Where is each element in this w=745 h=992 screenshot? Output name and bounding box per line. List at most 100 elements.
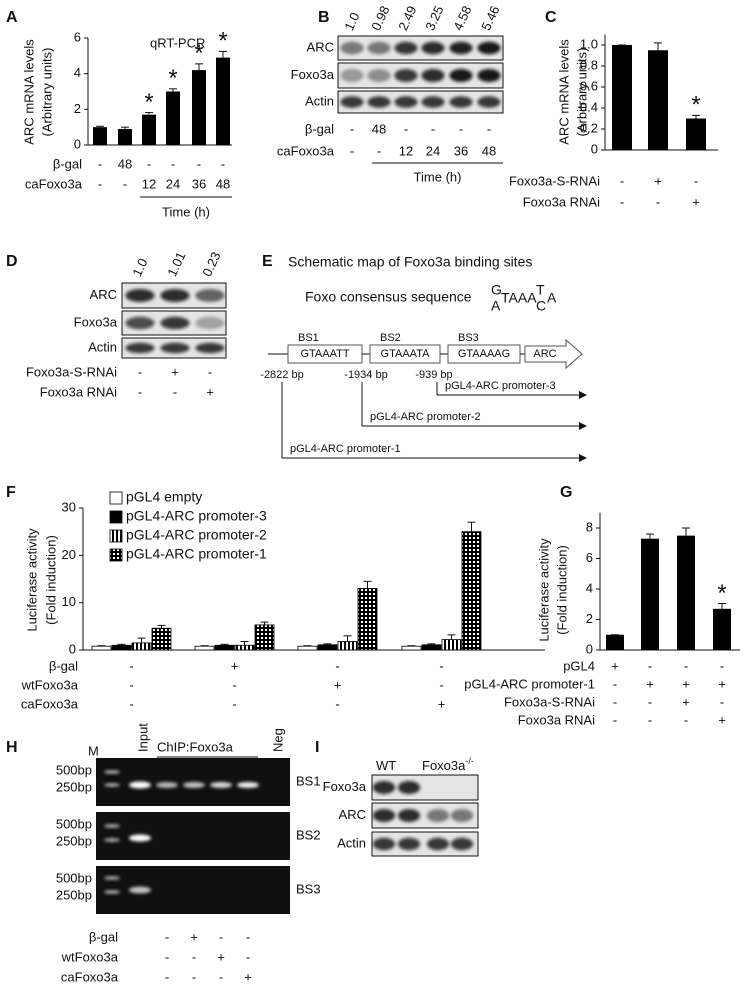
bar <box>358 588 377 650</box>
condition-value: - <box>335 696 339 711</box>
bar <box>338 641 357 650</box>
y-axis-label: Luciferase activity <box>24 528 39 632</box>
bar <box>142 115 156 145</box>
legend-swatch <box>110 511 122 523</box>
error-bar <box>96 126 104 127</box>
lane-label: 4.58 <box>450 3 474 32</box>
condition-label: wtFoxo3a <box>61 949 119 964</box>
blot-band <box>451 809 473 822</box>
schematic-title: Schematic map of Foxo3a binding sites <box>288 254 532 270</box>
gel-band <box>183 782 205 788</box>
condition-value: + <box>231 658 239 673</box>
condition-value: - <box>129 677 133 692</box>
legend-label: pGL4-ARC promoter-2 <box>126 527 267 543</box>
bar <box>442 640 461 650</box>
significance-mark: * <box>144 89 153 116</box>
condition-value: 24 <box>166 176 180 191</box>
condition-value: + <box>190 929 198 944</box>
panel-letter: H <box>6 739 18 756</box>
blot-row-label: Foxo3a <box>291 67 335 82</box>
bar <box>686 119 706 151</box>
gel-size-label: 500bp <box>56 870 92 885</box>
condition-value: + <box>244 969 252 984</box>
condition-value: - <box>171 156 175 171</box>
bar <box>235 645 254 650</box>
condition-value: + <box>654 173 662 188</box>
panel-letter: D <box>6 253 18 270</box>
blot-band <box>398 809 420 822</box>
condition-value: - <box>147 156 151 171</box>
y-tick-label: 2 <box>74 101 81 116</box>
consensus-letter: T <box>536 282 545 298</box>
blot-row-label: Foxo3a <box>74 314 118 329</box>
blot-band <box>367 42 390 54</box>
condition-label: Foxo3a-S-RNAi <box>26 364 117 379</box>
panel-letter: B <box>318 9 330 26</box>
condition-value: - <box>613 712 617 727</box>
panel-letter: I <box>315 739 319 756</box>
condition-value: - <box>404 121 408 136</box>
condition-value: 48 <box>372 121 386 136</box>
significance-mark: * <box>691 92 700 119</box>
condition-value: + <box>692 194 700 209</box>
site-sequence: GTAAAAG <box>458 348 510 360</box>
condition-value: - <box>129 696 133 711</box>
condition-label: pGL4 <box>563 658 595 673</box>
condition-label: Foxo3a-S-RNAi <box>504 694 595 709</box>
marker-band <box>104 824 120 828</box>
y-tick-label: 0 <box>586 641 593 656</box>
condition-value: + <box>682 694 690 709</box>
bar <box>118 129 132 145</box>
condition-value: - <box>165 929 169 944</box>
bar <box>216 58 230 145</box>
blot-band <box>449 96 472 107</box>
error-bar <box>138 638 146 643</box>
consensus-letter: A <box>491 298 501 314</box>
construct-label: pGL4-ARC promoter-2 <box>370 411 481 423</box>
condition-value: - <box>487 121 491 136</box>
gel-size-label: 250bp <box>56 833 92 848</box>
condition-value: + <box>646 676 654 691</box>
condition-label: caFoxo3a <box>61 969 119 984</box>
blot-band <box>421 69 444 82</box>
lane-group-label: Foxo3a-/- <box>422 756 474 773</box>
legend-label: pGL4-ARC promoter-1 <box>126 546 267 562</box>
blot-band <box>340 69 363 82</box>
panel-letter: C <box>545 9 557 26</box>
condition-value: + <box>206 384 214 399</box>
condition-value: - <box>165 969 169 984</box>
group-label: Time (h) <box>414 169 462 184</box>
blot-band <box>398 781 420 794</box>
condition-value: - <box>232 677 236 692</box>
condition-value: - <box>219 969 223 984</box>
condition-value: - <box>173 384 177 399</box>
condition-label: wtFoxo3a <box>21 677 79 692</box>
error-bar <box>468 522 476 531</box>
bar <box>402 646 421 650</box>
significance-mark: * <box>717 580 726 607</box>
blot-band <box>449 69 472 82</box>
significance-mark: * <box>194 40 203 67</box>
condition-value: - <box>613 694 617 709</box>
blot-band <box>421 96 444 107</box>
error-bar <box>654 43 662 50</box>
condition-value: - <box>694 173 698 188</box>
gel-band <box>156 782 178 788</box>
gene-name: ARC <box>533 348 556 360</box>
lane-label: 2.49 <box>395 3 419 32</box>
condition-value: - <box>219 929 223 944</box>
legend-swatch <box>110 530 122 542</box>
condition-value: - <box>684 658 688 673</box>
blot-band <box>195 343 224 353</box>
condition-label: Foxo3a RNAi <box>518 712 595 727</box>
condition-label: Foxo3a-S-RNAi <box>509 173 600 188</box>
blot-band <box>367 69 390 82</box>
gel-lane-label: M <box>88 743 99 758</box>
blot-band <box>394 96 417 107</box>
y-axis-label: (Arbitrary units) <box>39 48 54 137</box>
condition-value: - <box>165 949 169 964</box>
lane-group-text: WT <box>376 758 396 773</box>
blot-band <box>125 317 154 329</box>
blot-row-label: ARC <box>90 287 117 302</box>
